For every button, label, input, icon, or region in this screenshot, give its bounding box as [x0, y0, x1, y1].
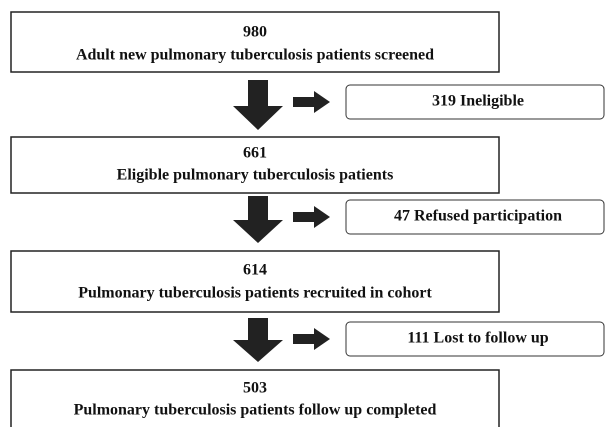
exclusion-box — [345, 321, 605, 357]
exclusion-box — [345, 199, 605, 235]
step-box — [10, 136, 500, 194]
right-arrow — [293, 91, 330, 113]
step-label: Pulmonary tuberculosis patients follow u… — [74, 402, 437, 419]
step-count: 503 — [243, 380, 267, 397]
step-count: 980 — [243, 24, 267, 41]
step-box — [10, 11, 500, 73]
step-label: Pulmonary tuberculosis patients recruite… — [78, 285, 432, 302]
step-label: Eligible pulmonary tuberculosis patients — [117, 167, 394, 184]
down-arrow — [233, 80, 283, 130]
exclusion-label: 319 Ineligible — [432, 93, 524, 110]
step-box — [10, 250, 500, 313]
exclusion-label: 111 Lost to follow up — [407, 330, 548, 347]
step-box — [10, 369, 500, 427]
step-count: 614 — [243, 262, 267, 279]
step-label: Adult new pulmonary tuberculosis patient… — [76, 47, 434, 64]
right-arrow — [293, 328, 330, 350]
exclusion-label: 47 Refused participation — [394, 208, 562, 225]
exclusion-box — [345, 84, 605, 120]
step-count: 661 — [243, 145, 267, 162]
down-arrow — [233, 196, 283, 243]
down-arrow — [233, 318, 283, 362]
right-arrow — [293, 206, 330, 228]
